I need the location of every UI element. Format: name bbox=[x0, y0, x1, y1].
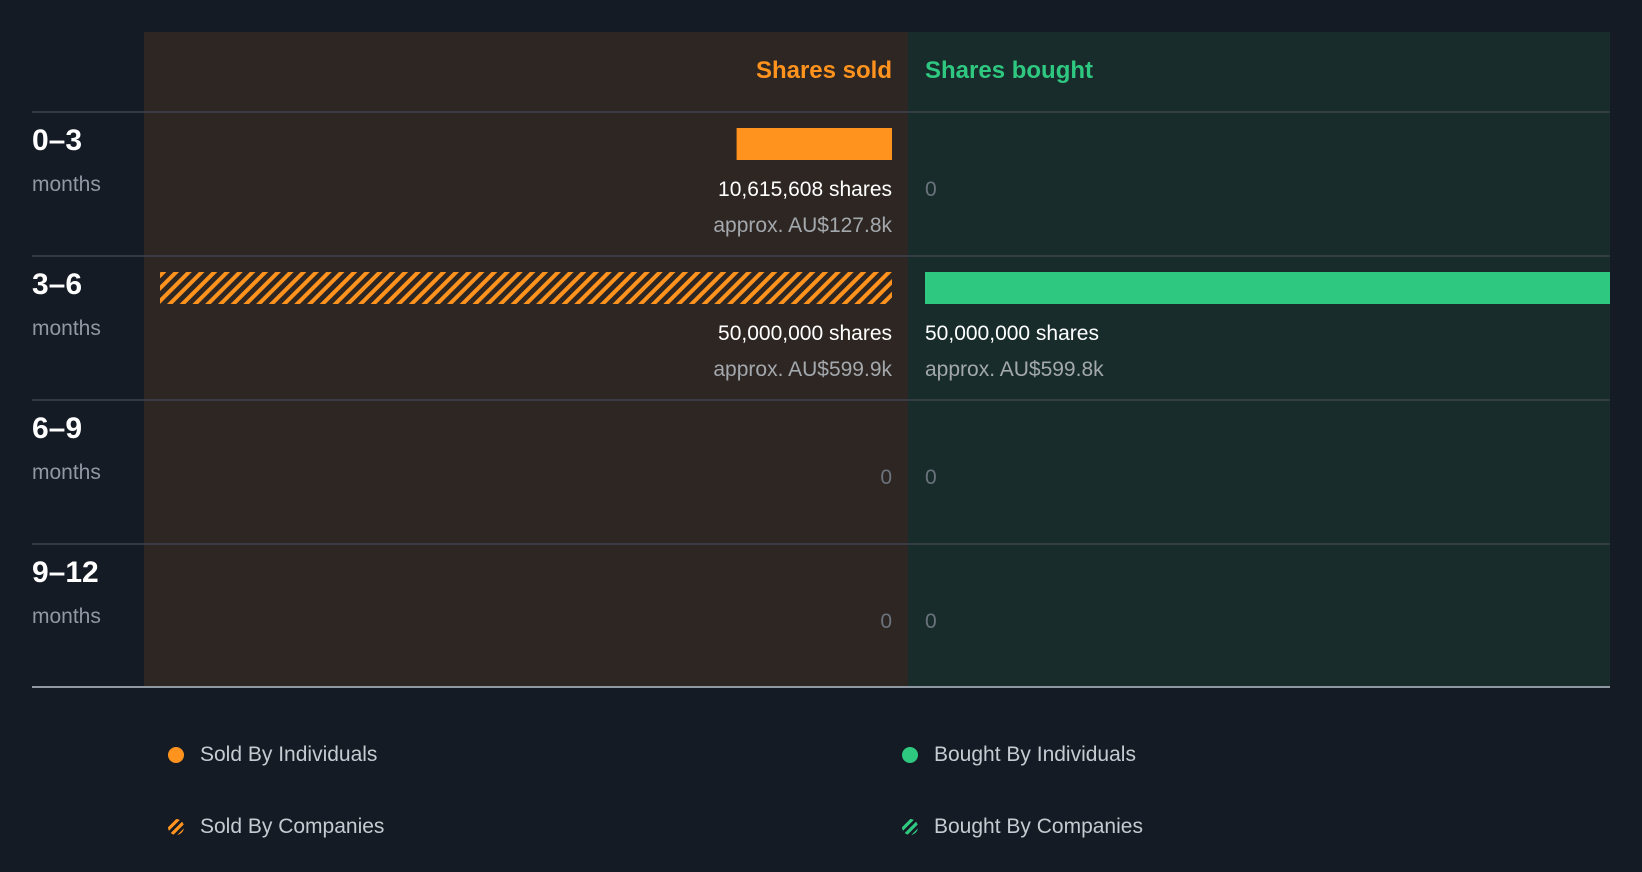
legend-bought-companies: Bought By Companies bbox=[902, 815, 1143, 839]
bought-zero-label: 0 bbox=[925, 466, 937, 489]
legend-swatch-bought-companies bbox=[902, 819, 918, 835]
sold-column-header: Shares sold bbox=[756, 57, 892, 84]
row-period-label: 3–6 bbox=[32, 268, 82, 301]
sold-zero-label: 0 bbox=[880, 610, 892, 633]
row-period-label: 6–9 bbox=[32, 412, 82, 445]
row-period-label: 9–12 bbox=[32, 556, 99, 589]
legend-label: Sold By Companies bbox=[200, 815, 385, 838]
legend-sold-companies: Sold By Companies bbox=[168, 815, 384, 839]
bought-zero-label: 0 bbox=[925, 178, 937, 201]
row-period-label: 0–3 bbox=[32, 124, 82, 157]
row-unit-label: months bbox=[32, 605, 101, 628]
bought-value-label: approx. AU$599.8k bbox=[925, 358, 1104, 381]
bought-bar bbox=[925, 272, 1610, 304]
bought-shares-label: 50,000,000 shares bbox=[925, 322, 1099, 345]
legend-swatch-sold-companies bbox=[168, 819, 184, 835]
sold-bar bbox=[160, 272, 892, 304]
bought-zero-label: 0 bbox=[925, 610, 937, 633]
sold-value-label: approx. AU$127.8k bbox=[713, 214, 892, 237]
row-unit-label: months bbox=[32, 461, 101, 484]
bought-panel bbox=[908, 32, 1610, 687]
legend-bought-individuals: Bought By Individuals bbox=[902, 743, 1136, 767]
sold-shares-label: 10,615,608 shares bbox=[718, 178, 892, 201]
legend-label: Bought By Individuals bbox=[934, 743, 1136, 766]
sold-bar bbox=[736, 128, 892, 160]
sold-shares-label: 50,000,000 shares bbox=[718, 322, 892, 345]
bought-column-header: Shares bought bbox=[925, 57, 1093, 84]
legend-swatch-bought-individuals bbox=[902, 747, 918, 763]
insider-trading-chart: Shares sold Shares bought 0–3 months 10,61… bbox=[32, 32, 1610, 688]
legend-label: Bought By Companies bbox=[934, 815, 1143, 838]
legend-swatch-sold-individuals bbox=[168, 747, 184, 763]
legend-sold-individuals: Sold By Individuals bbox=[168, 743, 377, 767]
row-unit-label: months bbox=[32, 317, 101, 340]
legend-label: Sold By Individuals bbox=[200, 743, 378, 766]
sold-value-label: approx. AU$599.9k bbox=[713, 358, 892, 381]
sold-zero-label: 0 bbox=[880, 466, 892, 489]
row-unit-label: months bbox=[32, 173, 101, 196]
